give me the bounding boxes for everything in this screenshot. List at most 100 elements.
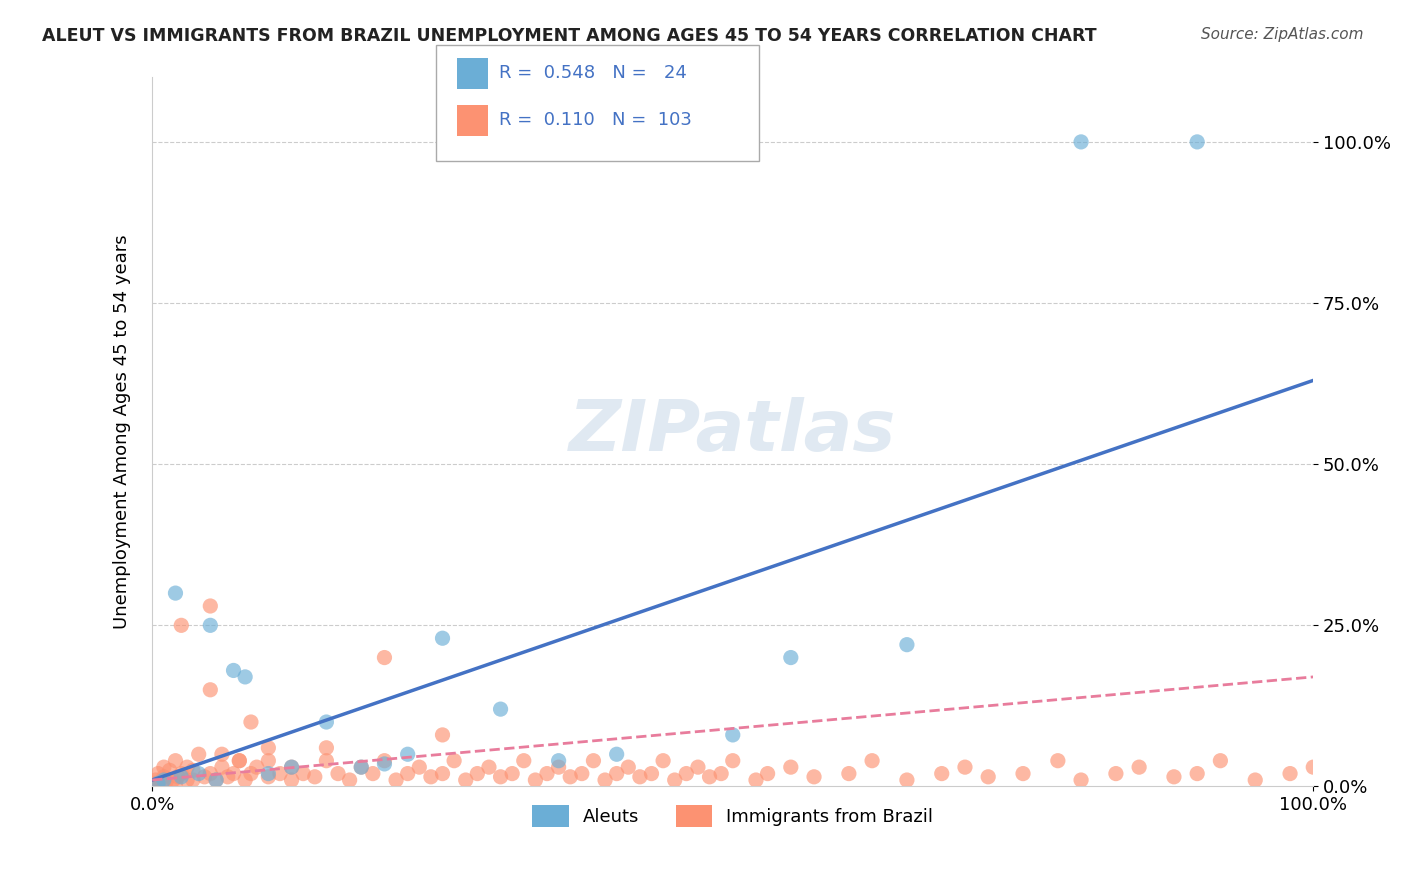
Point — [617, 760, 640, 774]
Point — [269, 766, 291, 780]
Point — [217, 770, 239, 784]
Point — [233, 772, 256, 787]
Point — [593, 772, 616, 787]
Text: R =  0.548   N =   24: R = 0.548 N = 24 — [499, 64, 688, 82]
Point — [419, 770, 441, 784]
Point — [146, 766, 169, 780]
Point — [652, 754, 675, 768]
Point — [361, 766, 384, 780]
Point — [181, 772, 204, 787]
Point — [501, 766, 523, 780]
Point — [145, 772, 167, 787]
Point — [454, 772, 477, 787]
Point — [350, 760, 373, 774]
Text: ALEUT VS IMMIGRANTS FROM BRAZIL UNEMPLOYMENT AMONG AGES 45 TO 54 YEARS CORRELATI: ALEUT VS IMMIGRANTS FROM BRAZIL UNEMPLOY… — [42, 27, 1097, 45]
Point — [257, 766, 280, 780]
Point — [1302, 760, 1324, 774]
Point — [373, 756, 395, 771]
Point — [200, 766, 222, 780]
Point — [432, 728, 454, 742]
Point — [292, 766, 315, 780]
Point — [745, 772, 768, 787]
Point — [176, 760, 198, 774]
Point — [571, 766, 593, 780]
Point — [315, 754, 337, 768]
Point — [396, 766, 419, 780]
Point — [373, 650, 395, 665]
Point — [1209, 754, 1232, 768]
Point — [170, 618, 193, 632]
Point — [228, 754, 250, 768]
Point — [606, 766, 628, 780]
Point — [187, 747, 209, 762]
Text: Source: ZipAtlas.com: Source: ZipAtlas.com — [1201, 27, 1364, 42]
Point — [582, 754, 605, 768]
Point — [205, 772, 228, 787]
Point — [721, 728, 744, 742]
Point — [159, 764, 181, 778]
Legend: Aleuts, Immigrants from Brazil: Aleuts, Immigrants from Brazil — [526, 797, 941, 834]
Point — [222, 664, 245, 678]
Point — [606, 747, 628, 762]
Point — [664, 772, 686, 787]
Point — [385, 772, 408, 787]
Point — [350, 760, 373, 774]
Point — [339, 772, 361, 787]
Point — [489, 702, 512, 716]
Point — [205, 772, 228, 787]
Point — [443, 754, 465, 768]
Point — [155, 774, 177, 789]
Point — [896, 638, 918, 652]
Point — [239, 766, 262, 780]
Point — [467, 766, 489, 780]
Point — [170, 766, 193, 780]
Point — [838, 766, 860, 780]
Point — [222, 766, 245, 780]
Point — [710, 766, 733, 780]
Point — [246, 760, 269, 774]
Point — [187, 766, 209, 780]
Point — [200, 682, 222, 697]
Point — [280, 760, 302, 774]
Point — [489, 770, 512, 784]
Point — [931, 766, 953, 780]
Point — [228, 754, 250, 768]
Point — [193, 770, 215, 784]
Point — [176, 772, 198, 787]
Point — [166, 770, 188, 784]
Point — [756, 766, 779, 780]
Point — [165, 754, 187, 768]
Point — [408, 760, 430, 774]
Point — [1046, 754, 1069, 768]
Point — [721, 754, 744, 768]
Point — [1244, 772, 1267, 787]
Point — [396, 747, 419, 762]
Point — [1185, 766, 1208, 780]
Point — [953, 760, 976, 774]
Text: R =  0.110   N =  103: R = 0.110 N = 103 — [499, 112, 692, 129]
Point — [211, 760, 233, 774]
Point — [146, 778, 169, 792]
Point — [211, 747, 233, 762]
Point — [304, 770, 326, 784]
Point — [315, 714, 337, 729]
Point — [628, 770, 651, 784]
Point — [181, 764, 204, 778]
Point — [233, 670, 256, 684]
Point — [896, 772, 918, 787]
Point — [150, 776, 173, 790]
Point — [257, 770, 280, 784]
Point — [257, 740, 280, 755]
Point — [162, 772, 184, 787]
Point — [803, 770, 825, 784]
Point — [779, 760, 801, 774]
Point — [675, 766, 697, 780]
Point — [547, 754, 569, 768]
Point — [373, 754, 395, 768]
Point — [280, 772, 302, 787]
Point — [686, 760, 709, 774]
Point — [1105, 766, 1128, 780]
Point — [200, 618, 222, 632]
Point — [524, 772, 547, 787]
Point — [536, 766, 558, 780]
